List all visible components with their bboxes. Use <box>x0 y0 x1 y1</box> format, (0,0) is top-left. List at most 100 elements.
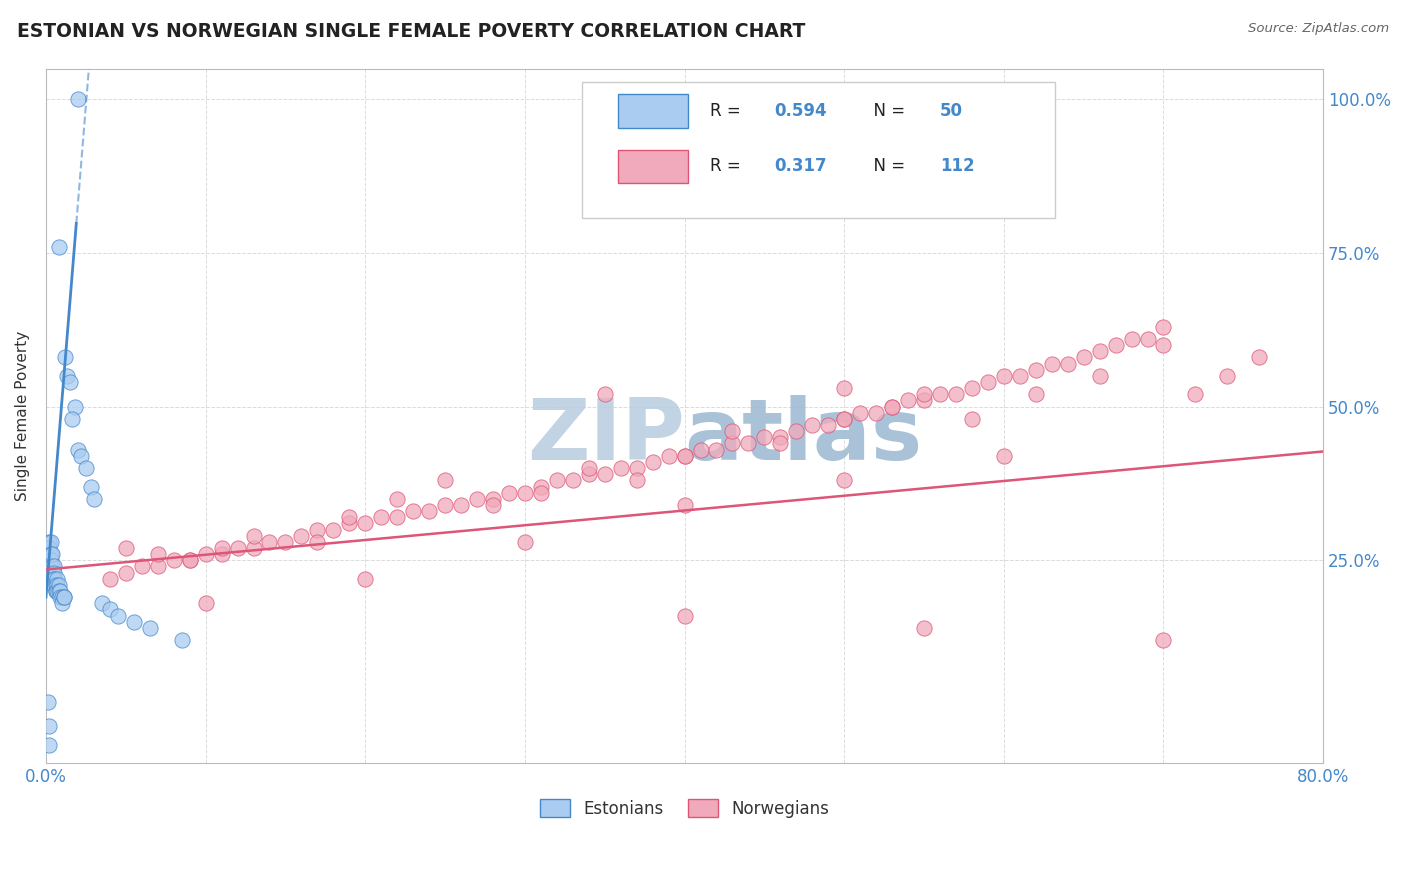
Point <box>754 430 776 444</box>
Point <box>737 436 759 450</box>
Point <box>960 381 983 395</box>
Point <box>226 541 249 555</box>
Text: Source: ZipAtlas.com: Source: ZipAtlas.com <box>1249 22 1389 36</box>
Point <box>1088 344 1111 359</box>
Point <box>66 442 89 457</box>
Point <box>960 412 983 426</box>
Point <box>42 578 65 592</box>
Point <box>385 510 408 524</box>
Point <box>912 621 935 635</box>
Point <box>46 572 69 586</box>
Point <box>706 442 728 457</box>
Point <box>90 596 112 610</box>
Point <box>48 578 70 592</box>
Point <box>63 400 86 414</box>
Point <box>658 449 681 463</box>
Point <box>51 596 73 610</box>
Point <box>38 719 60 733</box>
Point <box>1104 338 1126 352</box>
Text: ZIP: ZIP <box>527 395 685 478</box>
Point <box>450 498 472 512</box>
Point <box>993 449 1015 463</box>
Point <box>929 387 952 401</box>
Point <box>1025 362 1047 376</box>
Point <box>977 375 1000 389</box>
Point <box>52 590 75 604</box>
Point <box>880 400 903 414</box>
Point <box>242 541 264 555</box>
Point <box>114 541 136 555</box>
Point <box>242 529 264 543</box>
Point <box>1184 387 1206 401</box>
Point <box>131 559 153 574</box>
Y-axis label: Single Female Poverty: Single Female Poverty <box>15 331 30 501</box>
Point <box>593 387 616 401</box>
Point <box>832 474 855 488</box>
Point <box>1136 332 1159 346</box>
Point <box>546 474 568 488</box>
Point <box>307 534 329 549</box>
Point <box>434 474 457 488</box>
FancyBboxPatch shape <box>619 150 689 183</box>
Point <box>39 553 62 567</box>
Point <box>1040 357 1063 371</box>
Text: R =: R = <box>710 102 747 120</box>
Point <box>60 412 83 426</box>
Point <box>45 584 67 599</box>
Point <box>832 381 855 395</box>
Point <box>46 584 69 599</box>
Point <box>561 474 583 488</box>
Point <box>98 572 121 586</box>
Point <box>163 553 186 567</box>
Point <box>673 449 696 463</box>
Point <box>37 695 59 709</box>
Point <box>45 584 67 599</box>
Point <box>1249 351 1271 365</box>
Point <box>98 602 121 616</box>
Text: ESTONIAN VS NORWEGIAN SINGLE FEMALE POVERTY CORRELATION CHART: ESTONIAN VS NORWEGIAN SINGLE FEMALE POVE… <box>17 22 806 41</box>
Point <box>945 387 967 401</box>
Point <box>211 541 233 555</box>
Point <box>513 485 536 500</box>
Point <box>79 479 101 493</box>
Point <box>290 529 312 543</box>
Text: 0.317: 0.317 <box>773 158 827 176</box>
Point <box>482 491 505 506</box>
Point <box>418 504 440 518</box>
Point <box>912 393 935 408</box>
Point <box>46 578 69 592</box>
Point <box>337 516 360 531</box>
Point <box>1153 319 1175 334</box>
Point <box>322 523 344 537</box>
Point <box>1153 633 1175 648</box>
Point <box>211 547 233 561</box>
Point <box>354 572 377 586</box>
Point <box>912 387 935 401</box>
Point <box>578 467 600 482</box>
Point <box>114 566 136 580</box>
Point <box>122 615 145 629</box>
Point <box>41 559 63 574</box>
Point <box>179 553 201 567</box>
Point <box>146 559 169 574</box>
Point <box>42 566 65 580</box>
Point <box>832 412 855 426</box>
Text: N =: N = <box>863 102 911 120</box>
FancyBboxPatch shape <box>619 95 689 128</box>
Text: atlas: atlas <box>685 395 922 478</box>
Point <box>38 541 60 555</box>
Point <box>49 584 72 599</box>
Text: R =: R = <box>710 158 747 176</box>
Text: 0.594: 0.594 <box>773 102 827 120</box>
Point <box>865 406 887 420</box>
Point <box>673 449 696 463</box>
Point <box>45 578 67 592</box>
Point <box>1216 368 1239 383</box>
Point <box>513 534 536 549</box>
Point <box>482 498 505 512</box>
Point <box>83 491 105 506</box>
Point <box>53 351 76 365</box>
Point <box>75 461 97 475</box>
Point <box>993 368 1015 383</box>
Point <box>385 491 408 506</box>
